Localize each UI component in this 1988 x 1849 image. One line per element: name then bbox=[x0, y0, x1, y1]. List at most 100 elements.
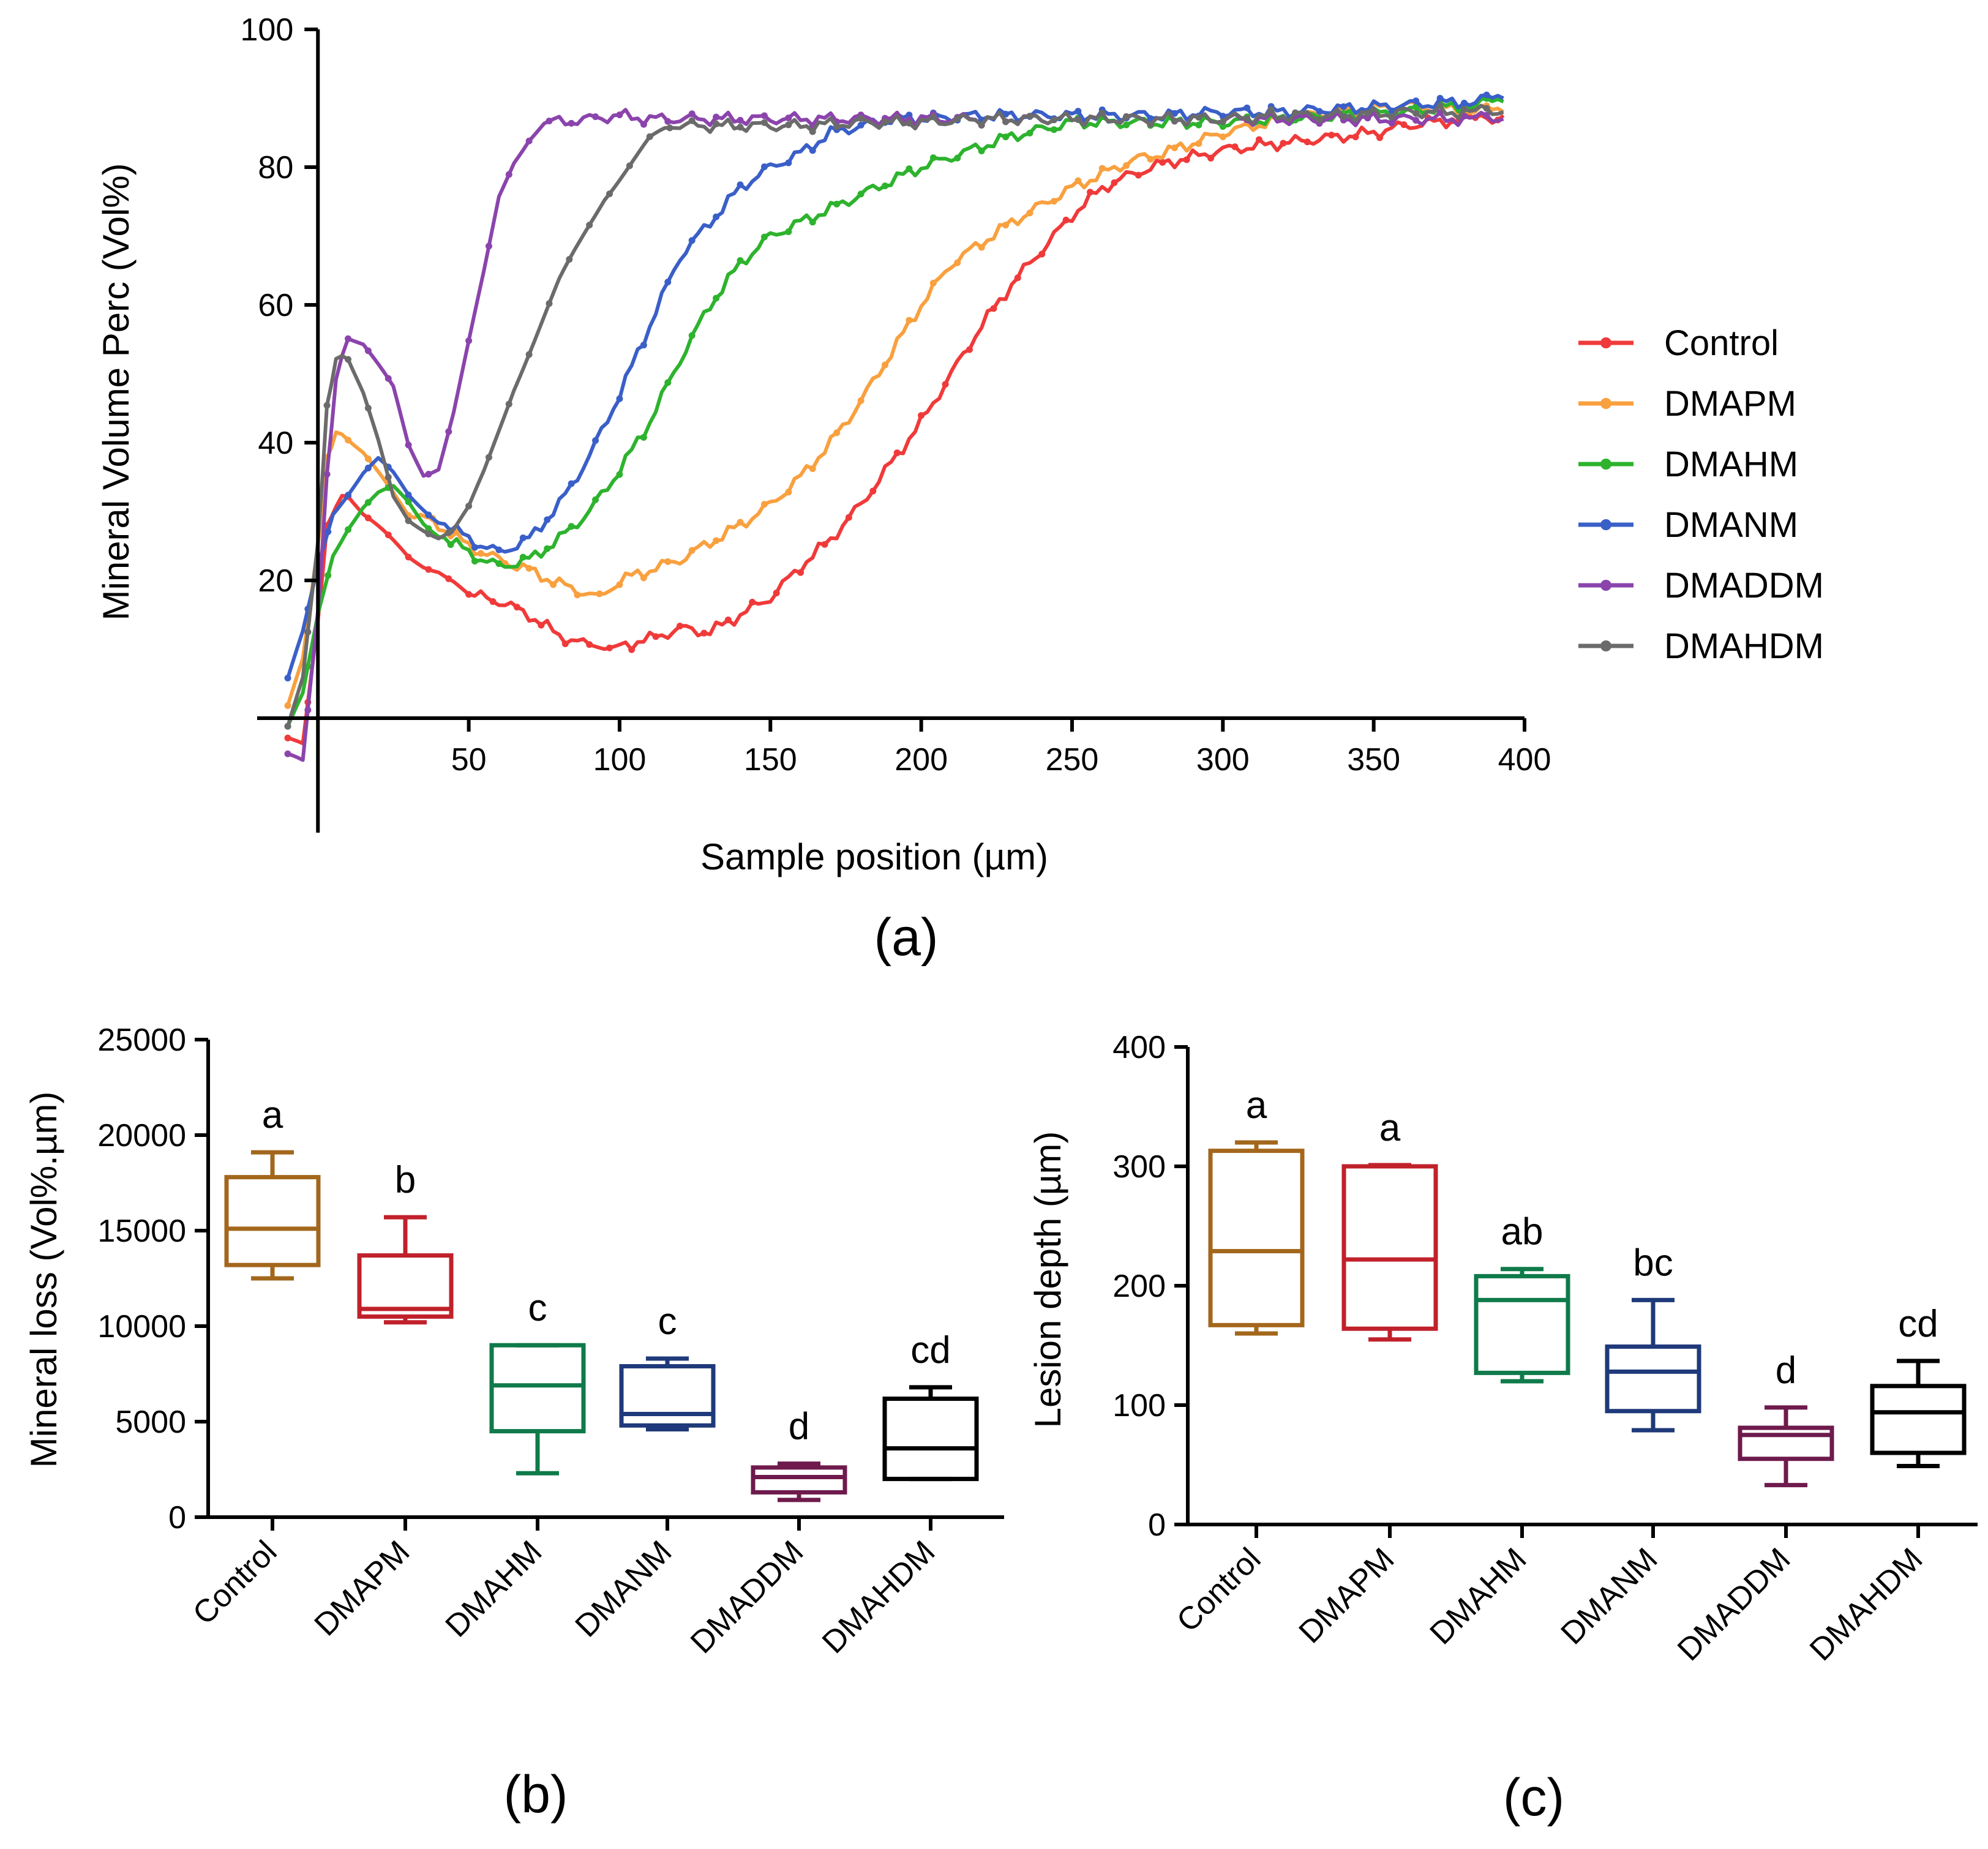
box-iqr bbox=[619, 1364, 716, 1428]
box-dmanm: bc bbox=[1605, 1242, 1701, 1433]
series-dmanm-marker bbox=[495, 546, 503, 553]
series-dmapm-marker bbox=[574, 591, 581, 599]
series-dmahdm-marker bbox=[304, 628, 312, 636]
legend-marker-dmahdm bbox=[1600, 640, 1611, 651]
series-dmapm-marker bbox=[640, 574, 647, 582]
legend-label-dmaddm: DMADDM bbox=[1664, 566, 1824, 606]
series-control-marker bbox=[773, 590, 780, 597]
box-iqr bbox=[1605, 1344, 1701, 1414]
series-dmahm bbox=[284, 95, 1504, 730]
series-dmahdm-marker bbox=[978, 121, 985, 129]
series-dmahm-marker bbox=[1026, 129, 1033, 137]
panel-a-y-tick-label: 60 bbox=[258, 288, 293, 323]
series-dmahm-marker bbox=[882, 182, 889, 190]
series-dmahdm-marker bbox=[1219, 118, 1226, 125]
panel-b-label: (b) bbox=[503, 1765, 568, 1824]
series-dmahm-marker bbox=[954, 154, 961, 162]
panel-c-y-tick-label: 200 bbox=[1112, 1269, 1166, 1304]
series-dmapm-line bbox=[286, 100, 1505, 707]
significance-letter: d bbox=[789, 1406, 809, 1448]
series-dmanm-marker bbox=[425, 511, 432, 519]
series-dmahdm bbox=[284, 102, 1504, 730]
series-dmahm-marker bbox=[1195, 121, 1202, 129]
series-dmahm-marker bbox=[447, 541, 454, 549]
series-control-marker bbox=[489, 598, 497, 606]
series-control-marker bbox=[1038, 250, 1046, 258]
category-label-dmanm: DMANM bbox=[569, 1534, 679, 1644]
series-dmahdm-marker bbox=[445, 529, 452, 536]
series-dmapm-marker bbox=[785, 489, 792, 496]
series-dmahm-marker bbox=[688, 332, 696, 339]
panel-b-y-tick-label: 20000 bbox=[97, 1118, 186, 1153]
series-dmapm-marker bbox=[954, 259, 961, 266]
series-dmanm-marker bbox=[1171, 110, 1178, 117]
box-dmanm: c bbox=[619, 1300, 716, 1431]
panel-b-y-tick-label: 25000 bbox=[97, 1022, 186, 1058]
series-dmahdm-marker bbox=[1292, 109, 1299, 116]
series-dmahdm-marker bbox=[465, 503, 473, 510]
series-control-marker bbox=[1328, 132, 1335, 139]
series-dmahm-marker bbox=[471, 557, 478, 564]
series-dmapm-marker bbox=[550, 581, 557, 588]
legend-label-dmapm: DMAPM bbox=[1664, 384, 1796, 424]
panel-c-y-tick-label: 300 bbox=[1112, 1149, 1166, 1185]
series-dmaddm-marker bbox=[345, 335, 352, 342]
series-dmahdm-marker bbox=[405, 517, 412, 524]
series-control-marker bbox=[990, 305, 997, 312]
category-label-dmapm: DMAPM bbox=[308, 1534, 417, 1643]
series-dmanm-marker bbox=[906, 111, 913, 119]
series-dmapm-marker bbox=[1075, 177, 1082, 184]
significance-letter: a bbox=[1246, 1084, 1267, 1127]
panel-b-y-ticks: 0 5000 10000 15000 20000 25000 bbox=[97, 1022, 208, 1536]
significance-letter: bc bbox=[1633, 1242, 1673, 1284]
series-dmahm-marker bbox=[809, 219, 816, 226]
series-control-marker bbox=[1352, 133, 1359, 141]
box-dmapm: a bbox=[1341, 1107, 1438, 1342]
series-control-marker bbox=[1207, 154, 1215, 162]
legend-label-dmahm: DMAHM bbox=[1664, 444, 1798, 484]
panel-a-line-chart: 20 40 60 80 100 50 100 150 200 250 300 350 400 Samp… bbox=[96, 12, 1824, 967]
box-iqr bbox=[357, 1253, 454, 1319]
series-dmahm-marker bbox=[929, 154, 937, 162]
panel-a-x-tick-label: 200 bbox=[895, 742, 948, 778]
series-dmahm-marker bbox=[857, 190, 865, 198]
series-control-marker bbox=[1159, 159, 1166, 166]
series-dmahm-marker bbox=[324, 572, 332, 579]
series-dmapm-marker bbox=[906, 317, 913, 324]
series-dmahdm-marker bbox=[666, 124, 673, 132]
panel-a-label: (a) bbox=[874, 908, 938, 967]
series-dmapm-marker bbox=[857, 397, 865, 404]
series-dmahdm-marker bbox=[646, 133, 653, 140]
series-dmahdm-marker bbox=[1002, 118, 1010, 126]
series-dmapm-marker bbox=[713, 537, 720, 544]
series-dmanm-marker bbox=[737, 181, 744, 189]
series-control-marker bbox=[1231, 143, 1239, 151]
series-dmahm-marker bbox=[364, 499, 372, 506]
series-control-marker bbox=[1111, 179, 1118, 186]
box-iqr bbox=[1341, 1164, 1438, 1331]
series-control-marker bbox=[942, 381, 949, 388]
legend-label-control: Control bbox=[1664, 323, 1779, 363]
panel-c-label: (c) bbox=[1503, 1768, 1564, 1827]
panel-c-y-axis-title: Lesion depth (µm) bbox=[1027, 1131, 1068, 1428]
series-control-marker bbox=[445, 575, 452, 582]
series-control-marker bbox=[1376, 134, 1384, 141]
series-dmahm-marker bbox=[785, 228, 792, 235]
series-dmapm-marker bbox=[1171, 144, 1178, 152]
series-dmahdm-marker bbox=[566, 256, 573, 263]
series-dmanm-marker bbox=[1340, 103, 1347, 110]
panel-a-x-axis-title: Sample position (µm) bbox=[700, 836, 1048, 877]
series-dmanm-marker bbox=[1243, 104, 1251, 111]
series-dmanm-marker bbox=[364, 464, 372, 471]
series-control-marker bbox=[606, 644, 613, 651]
series-dmanm-marker bbox=[640, 342, 647, 349]
series-dmapm-marker bbox=[833, 429, 841, 437]
series-dmaddm-marker bbox=[1388, 119, 1395, 127]
panel-b-y-tick-label: 15000 bbox=[97, 1213, 186, 1249]
series-control-marker bbox=[821, 541, 828, 548]
series-control-marker bbox=[384, 531, 392, 539]
series-dmaddm-marker bbox=[568, 119, 575, 127]
significance-letter: ab bbox=[1501, 1211, 1544, 1253]
series-dmapm-marker bbox=[1002, 222, 1010, 229]
